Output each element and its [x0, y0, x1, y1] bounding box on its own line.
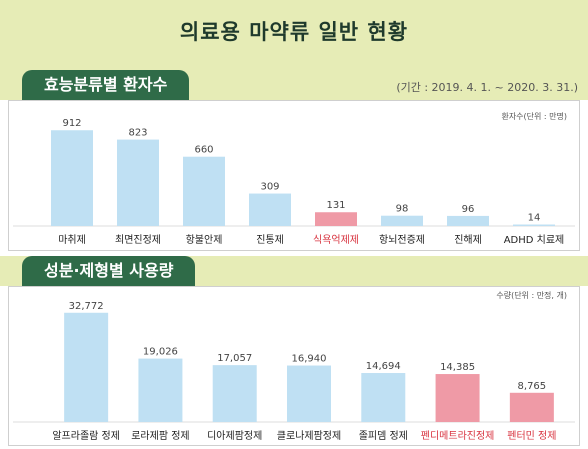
chart-1-bar — [249, 193, 291, 226]
chart-1-bar — [183, 156, 225, 226]
chart-2-value-label: 8,765 — [518, 381, 547, 392]
chart-2-panel: 수량(단위 : 만정, 개) 32,772 알프라졸람 정제 19,026 로라제팜 … — [8, 286, 580, 446]
chart-2-bar — [64, 312, 109, 422]
section-2-bar: 성분·제형별 사용량 — [0, 256, 588, 286]
chart-1-category-label: ADHD 치료제 — [504, 234, 565, 246]
chart-2-value-label: 19,026 — [143, 347, 178, 358]
chart-2-value-label: 14,385 — [440, 362, 475, 373]
title-band: 의료용 마약류 일반 현황 — [0, 0, 588, 70]
chart-1-bar — [51, 130, 93, 226]
chart-1-bar — [513, 224, 555, 226]
chart-1-value-label: 98 — [396, 204, 409, 215]
chart-2-bar — [287, 365, 331, 422]
period-label: (기간 : 2019. 4. 1. ~ 2020. 3. 31.) — [396, 81, 578, 94]
chart-1-category-label: 진해제 — [454, 233, 482, 246]
chart-1-category-label: 항뇌전증제 — [379, 234, 425, 246]
chart-2-category-label: 로라제팜 정제 — [131, 430, 189, 442]
chart-2-category-label: 펜터민 정제 — [507, 430, 556, 442]
chart-1-panel: 환자수(단위 : 만명) 912 마취제 823 최면진정제 660 항불안제 309 진통제… — [8, 100, 580, 251]
chart-2-category-label: 알프라졸람 정제 — [52, 429, 120, 442]
section-1-bar: 효능분류별 환자수 (기간 : 2019. 4. 1. ~ 2020. 3. 3… — [0, 70, 588, 100]
chart-1-value-label: 96 — [462, 204, 475, 215]
chart-1-category-label: 항불안제 — [186, 234, 223, 246]
section-2-title: 성분·제형별 사용량 — [22, 256, 196, 286]
chart-2-bar — [138, 358, 183, 422]
chart-2-value-label: 32,772 — [69, 301, 104, 312]
chart-2-bar — [509, 392, 554, 422]
chart-2-category-label: 졸피뎀 정제 — [359, 430, 408, 442]
chart-2-unit-label: 수량(단위 : 만정, 개) — [496, 291, 567, 300]
chart-2-value-label: 14,694 — [366, 361, 401, 372]
chart-1-value-label: 131 — [326, 200, 345, 211]
chart-2-bar — [435, 374, 480, 422]
chart-1-value-label: 660 — [194, 145, 213, 156]
chart-1-category-label: 진통제 — [256, 234, 284, 246]
chart-1-value-label: 823 — [128, 128, 147, 139]
chart-1-value-label: 14 — [528, 213, 541, 224]
page-title: 의료용 마약류 일반 현황 — [179, 20, 409, 44]
chart-1-category-label: 마취제 — [58, 234, 86, 246]
chart-2-category-label: 클로나제팜정제 — [277, 430, 341, 442]
chart-1-bar — [315, 212, 357, 226]
chart-2-svg: 32,772 알프라졸람 정제 19,026 로라제팜 정제 17,057 디아제팜정제 1… — [13, 301, 575, 442]
section-1-title: 효능분류별 환자수 — [22, 70, 190, 100]
chart-2-category-label: 펜디메트라진정제 — [421, 430, 495, 442]
chart-1-value-label: 912 — [62, 118, 81, 129]
chart-2-category-label: 디아제팜정제 — [207, 430, 262, 442]
chart-1-bar — [117, 139, 159, 226]
chart-2-value-label: 16,940 — [292, 354, 327, 365]
chart-1-bar — [381, 215, 423, 226]
chart-1-bar — [447, 215, 489, 226]
chart-1-value-label: 309 — [260, 182, 279, 193]
chart-1-unit-label: 환자수(단위 : 만명) — [501, 112, 567, 121]
chart-1-category-label: 식욕억제제 — [313, 234, 359, 246]
chart-1-category-label: 최면진정제 — [115, 234, 161, 246]
chart-2-bar — [212, 365, 257, 422]
chart-2-bar — [361, 373, 406, 422]
chart-2-value-label: 17,057 — [217, 353, 252, 364]
chart-1-svg: 912 마취제 823 최면진정제 660 항불안제 309 진통제 131 식욕억제제 98 항뇌전… — [13, 118, 575, 246]
